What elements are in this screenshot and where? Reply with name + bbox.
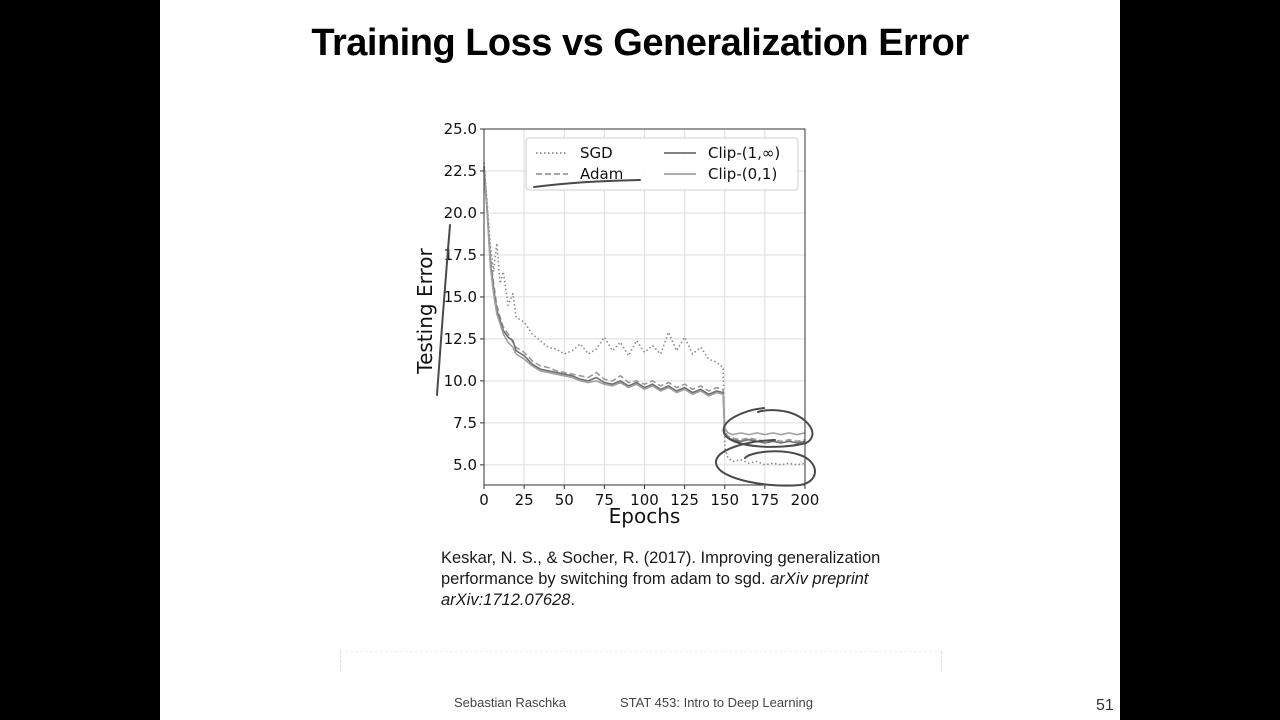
pen-circle-lower — [714, 439, 816, 487]
legend-label-0: SGD — [580, 144, 613, 162]
x-tick-label: 150 — [710, 491, 739, 509]
page-number: 51 — [1096, 697, 1114, 714]
legend-label-3: Clip-(0,1) — [708, 165, 777, 183]
citation: Keskar, N. S., & Socher, R. (2017). Impr… — [441, 548, 911, 611]
y-tick-label: 17.5 — [444, 246, 477, 264]
slide: Training Loss vs Generalization Error 0 2… — [160, 0, 1120, 720]
series-line-3 — [483, 169, 806, 436]
x-tick-label: 100 — [630, 491, 659, 509]
y-tick-label: 25.0 — [444, 120, 477, 138]
pen-stroke-legend — [533, 179, 641, 188]
slide-title: Training Loss vs Generalization Error — [311, 22, 969, 64]
x-axis-label: Epochs — [609, 504, 681, 528]
x-tick-label: 50 — [555, 491, 574, 509]
y-tick-label: 22.5 — [444, 162, 477, 180]
y-tick-label: 12.5 — [444, 330, 477, 348]
y-tick-label: 15.0 — [444, 288, 477, 306]
pen-circle-upper — [722, 407, 814, 448]
x-tick-label: 25 — [515, 491, 534, 509]
footer-author: Sebastian Raschka — [454, 695, 567, 710]
legend-box — [525, 137, 799, 191]
citation-end: . — [570, 591, 575, 609]
citation-journal: arXiv preprint arXiv:1712.07628 — [441, 570, 869, 609]
y-axis-label: Testing Error — [413, 248, 437, 375]
pen-annotations — [436, 179, 816, 487]
x-tick-label: 200 — [791, 491, 820, 509]
x-tick-label: 75 — [595, 491, 614, 509]
y-tick-label: 7.5 — [453, 414, 477, 432]
y-tick-label: 10.0 — [444, 372, 477, 390]
legend-label-1: Adam — [580, 165, 623, 183]
testing-error-chart: 0 25 50 75 100 125 150 175 200 5.0 7.5 10.0 12.5 15.0… — [413, 120, 820, 528]
footer-divider — [340, 651, 942, 672]
x-tick-label: 175 — [751, 491, 780, 509]
series-line-2 — [483, 165, 806, 444]
y-tick-label: 20.0 — [444, 204, 477, 222]
x-tick-label: 0 — [479, 491, 489, 509]
chart-series-layer — [483, 162, 806, 466]
legend-label-2: Clip-(1,∞) — [708, 144, 780, 162]
pen-stroke-ylabel — [436, 224, 451, 396]
y-tick-label: 5.0 — [453, 456, 477, 474]
x-tick-label: 125 — [670, 491, 699, 509]
chart-ticks: 0 25 50 75 100 125 150 175 200 5.0 7.5 10.0 12.5 15.0… — [444, 120, 820, 509]
citation-text: Keskar, N. S., & Socher, R. (2017). Impr… — [441, 549, 881, 588]
footer-course: STAT 453: Intro to Deep Learning — [620, 695, 813, 710]
chart-legend: SGD Adam Clip-(1,∞) Clip-(0,1) — [525, 137, 799, 191]
